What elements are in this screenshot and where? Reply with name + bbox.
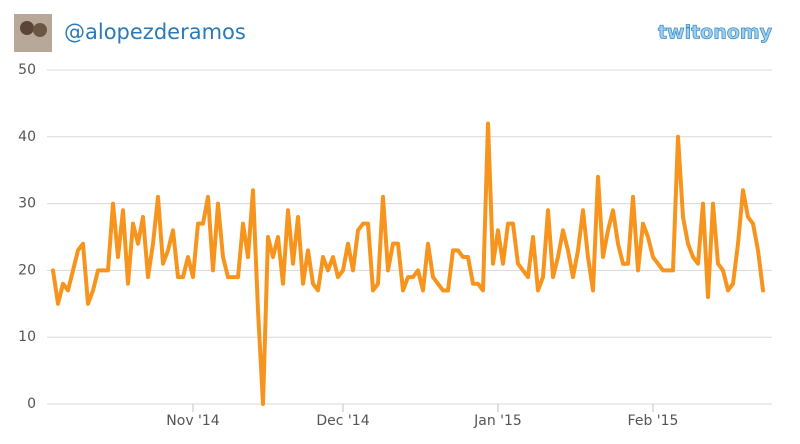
x-tick-label: Jan '15 [473, 413, 522, 429]
x-tick-label: Dec '14 [316, 413, 369, 429]
avatar-figure [33, 23, 47, 37]
handle: @alopezderamos [64, 20, 246, 44]
y-tick-label: 0 [27, 396, 36, 412]
y-tick-label: 40 [18, 129, 36, 145]
y-tick-label: 30 [18, 196, 36, 212]
y-tick-label: 20 [18, 262, 36, 278]
y-tick-label: 10 [18, 329, 36, 345]
x-tick-label: Nov '14 [166, 413, 220, 429]
logo: twitonomy [658, 22, 773, 44]
avatar-figure [20, 21, 34, 35]
x-tick-label: Feb '15 [628, 413, 679, 429]
y-tick-label: 50 [18, 62, 36, 78]
line-series [51, 121, 765, 406]
